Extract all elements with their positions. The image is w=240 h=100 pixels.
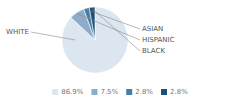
chart: WHITE HISPANIC ASIAN BLACK 86.9% 7.5% 2.8% 2.8% <box>0 0 240 100</box>
leader-line <box>31 32 75 40</box>
legend-swatch <box>91 89 97 95</box>
legend-swatch <box>126 89 132 95</box>
legend-label: 86.9% <box>61 88 84 96</box>
slices <box>62 7 128 73</box>
leader-line <box>87 10 140 29</box>
slice-label: ASIAN <box>142 25 163 33</box>
legend: 86.9% 7.5% 2.8% 2.8% <box>52 88 188 96</box>
legend-label: 2.8% <box>135 88 153 96</box>
legend-label: 2.8% <box>170 88 188 96</box>
slice-label: HISPANIC <box>142 36 175 44</box>
slice-labels: WHITE HISPANIC ASIAN BLACK <box>6 9 175 55</box>
legend-label: 7.5% <box>100 88 118 96</box>
slice-label: BLACK <box>142 47 165 55</box>
legend-swatch <box>52 89 58 95</box>
pie-slice <box>62 7 128 73</box>
legend-swatch <box>161 89 167 95</box>
leader-line <box>92 9 140 51</box>
slice-label: WHITE <box>6 28 29 36</box>
